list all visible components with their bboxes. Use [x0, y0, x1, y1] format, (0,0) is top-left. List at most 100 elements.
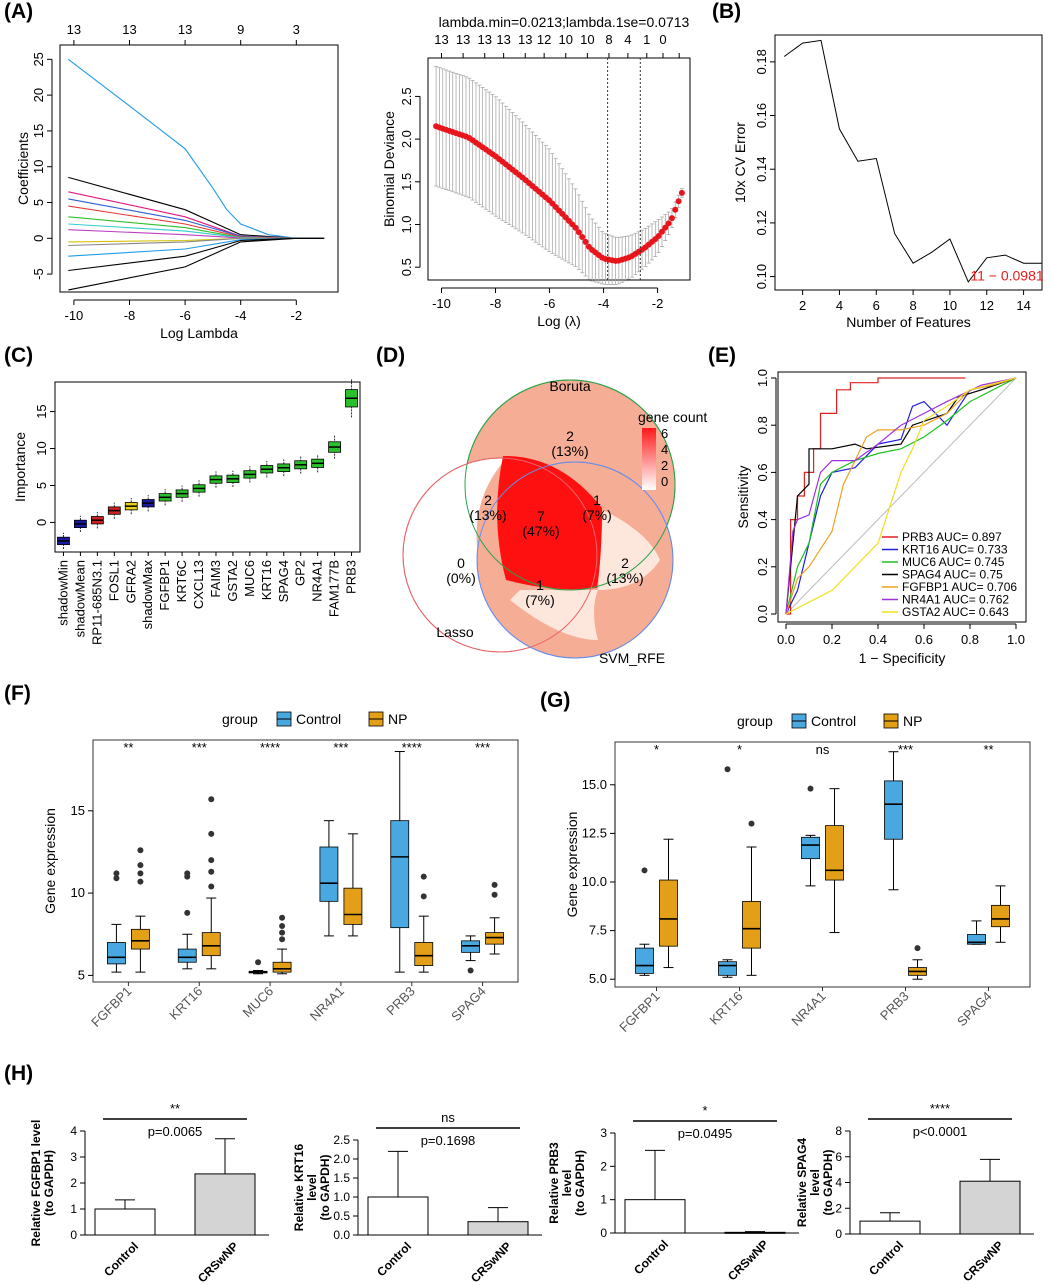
H1-bar-control [94, 1208, 156, 1236]
F-outlier [137, 870, 144, 877]
A1-yaxis-ticklabel: 10 [31, 159, 46, 173]
B-xaxis-ticklabel: 4 [836, 298, 843, 313]
F-outlier [491, 881, 498, 888]
E-legend-label: GSTA2 AUC= 0.643 [902, 605, 1009, 619]
B-xaxis-ticklabel: 10 [943, 298, 957, 313]
A2-topaxis-label: 10 [580, 32, 594, 47]
A1-xlabel: Log Lambda [160, 325, 238, 341]
A1-coef-path-4 [68, 205, 325, 239]
G-outlier [724, 766, 731, 773]
D-pct-lasso_svm: (7%) [525, 592, 555, 608]
E-yaxis-ticklabel: 0.8 [755, 416, 770, 434]
H4-bar-crswnp [959, 1180, 1021, 1235]
D-pct-boruta_only: (13%) [551, 443, 588, 459]
H4-ylabel: Relative SPAG4 [795, 1138, 809, 1227]
E-roc-curve-5 [785, 377, 1017, 615]
A2-deviance-point [575, 229, 582, 236]
A1-coef-path-0 [67, 58, 325, 239]
panel-label-A: (A) [4, 0, 33, 23]
H1-yaxis-ticklabel: 0 [70, 1228, 77, 1242]
G-plot-box [614, 741, 1031, 988]
A1-ylabel: Coefficients [15, 132, 31, 205]
D-legend-tick: 6 [661, 426, 668, 441]
G-category-label: KRT16 [707, 989, 746, 1028]
D-pct-boruta_lasso: (13%) [469, 507, 506, 523]
C-category-label: PRB3 [344, 560, 359, 594]
E-xaxis-ticklabel: 0.2 [823, 632, 841, 647]
D-count-lasso_only: 0 [457, 555, 465, 571]
A1-topaxis-label: 13 [178, 22, 192, 37]
A2-topaxis-label: 8 [605, 32, 612, 47]
G-box-control [884, 780, 903, 840]
F-box-control [461, 940, 480, 953]
A1-coef-path-12 [68, 237, 325, 291]
E-legend-label: PRB3 AUC= 0.897 [902, 530, 1002, 544]
A1-yaxis-ticklabel: 25 [31, 52, 46, 66]
E-yaxis-ticklabel: 0.0 [755, 605, 770, 623]
A2-deviance-point [675, 198, 682, 205]
H4-ylabel: level [808, 1169, 822, 1196]
A2-ylabel: Binomial Deviance [381, 111, 397, 227]
H1-bar-crswnp [194, 1173, 256, 1236]
G-outlier [748, 820, 755, 827]
A2-yaxis-ticklabel: 1.0 [399, 215, 414, 233]
D-legend-title: gene count [638, 409, 707, 425]
C-ylabel: Importance [12, 432, 28, 502]
F-legend-label: Control [296, 711, 341, 727]
A2-topaxis-label: 13 [496, 32, 510, 47]
E-roc-curve-6 [785, 377, 1017, 615]
F-plot-box [92, 739, 519, 983]
A2-yaxis-ticklabel: 2.5 [399, 87, 414, 105]
F-yaxis-ticklabel: 5 [78, 967, 85, 982]
E-xaxis-ticklabel: 1.0 [1007, 632, 1025, 647]
B-plot-box [774, 34, 1043, 291]
A2-xaxis-ticklabel: -6 [544, 296, 556, 311]
F-box-control [177, 948, 197, 963]
A2-xaxis-ticklabel: -2 [652, 296, 664, 311]
F-category-label: FGFBP1 [88, 984, 134, 1030]
F-box-np [131, 928, 150, 950]
H1-pvalue: p=0.0065 [148, 1124, 203, 1139]
C-yaxis-ticklabel: 5 [34, 482, 49, 489]
E-legend-label: NR4A1 AUC= 0.762 [902, 593, 1009, 607]
A2-deviance-point [668, 215, 675, 222]
G-ylabel: Gene expression [564, 812, 580, 918]
B-xaxis-ticklabel: 14 [1016, 298, 1030, 313]
G-category-label: NR4A1 [788, 989, 828, 1029]
A2-deviance-point [672, 206, 679, 213]
panel-label-G: (G) [540, 689, 570, 712]
A2-topaxis-label: 10 [559, 32, 573, 47]
H4-yaxis-ticklabel: 4 [835, 1176, 842, 1190]
H3-significance: * [702, 1103, 707, 1118]
H2-significance: ns [441, 1110, 455, 1125]
A2-xaxis-ticklabel: -8 [490, 296, 502, 311]
H1-yaxis-ticklabel: 4 [70, 1124, 77, 1138]
E-yaxis-ticklabel: 0.6 [755, 463, 770, 481]
G-outlier [641, 867, 648, 874]
H4-category-label: CRSwNP [960, 1238, 1006, 1284]
G-yaxis-ticklabel: 5.0 [589, 971, 607, 986]
H2-ylabel: level [305, 1174, 319, 1201]
A1-coef-path-11 [68, 237, 325, 272]
B-xaxis-ticklabel: 2 [799, 298, 806, 313]
H2-yaxis-ticklabel: 0.0 [333, 1228, 350, 1242]
F-outlier [208, 868, 215, 875]
D-pct-lasso_only: (0%) [446, 570, 476, 586]
A1-xaxis-ticklabel: -4 [235, 308, 247, 323]
G-legend-title: group [737, 713, 773, 729]
G-significance: ns [816, 742, 830, 757]
E-legend-label: KRT16 AUC= 0.733 [902, 543, 1008, 557]
A2-title: lambda.min=0.0213;lambda.1se=0.0713 [439, 14, 690, 30]
A2-topaxis-label: 13 [477, 32, 491, 47]
A2-xlabel: Log (λ) [537, 313, 581, 329]
D-count-boruta_svm: 1 [593, 492, 601, 508]
A1-xaxis-ticklabel: -2 [291, 308, 303, 323]
F-significance: *** [475, 740, 490, 755]
A2-deviance-point [579, 234, 586, 241]
C-yaxis-ticklabel: 0 [34, 519, 49, 526]
A2-deviance-point [665, 220, 672, 227]
G-box-control [718, 961, 737, 976]
C-category-label: FAIM3 [208, 560, 223, 598]
F-box-control [319, 846, 339, 902]
panel-label-C: (C) [4, 344, 33, 367]
